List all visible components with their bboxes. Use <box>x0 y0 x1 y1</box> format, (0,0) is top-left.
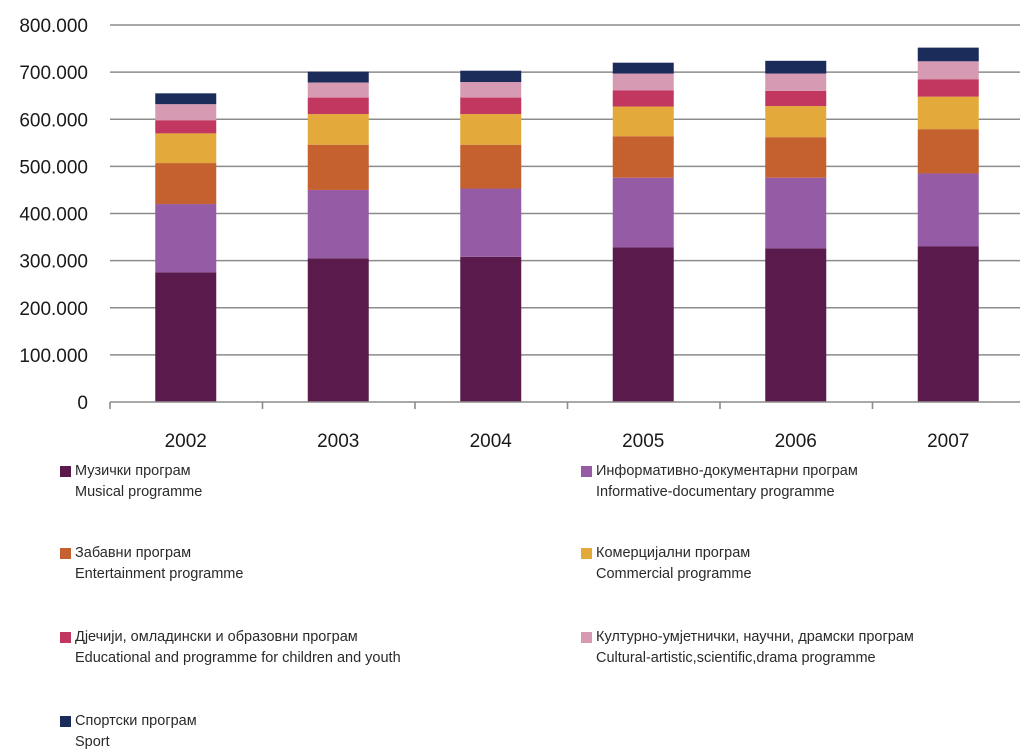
bar-segment <box>612 62 674 74</box>
bar-segment <box>765 137 827 178</box>
legend-label-local: Забавни програм <box>75 545 192 561</box>
bar-segment <box>155 120 217 134</box>
x-tick-label: 2002 <box>165 431 207 452</box>
bar-stacks <box>155 47 979 402</box>
bar-segment <box>765 60 827 74</box>
bar-segment <box>917 79 979 97</box>
bar-segment <box>460 144 522 189</box>
bar-segment <box>765 90 827 107</box>
bar-segment <box>155 93 217 105</box>
bar-segment <box>765 248 827 402</box>
legend-swatch <box>60 716 71 727</box>
y-tick-label: 700.000 <box>19 63 88 84</box>
y-tick-label: 300.000 <box>19 252 88 273</box>
bar-segment <box>765 73 827 91</box>
legend-item: Забавни програм Entertainment programme <box>60 543 243 585</box>
bar-segment <box>917 61 979 80</box>
legend-swatch <box>60 548 71 559</box>
x-tick-label: 2007 <box>927 431 969 452</box>
legend-label: Комерцијални програм Commercial programme <box>596 543 752 585</box>
legend-label-local: Информативно-документарни програм <box>596 463 858 479</box>
bar-segment <box>917 96 979 130</box>
legend-label: Културно-умјетнички, научни, драмски про… <box>596 627 914 669</box>
bar-segment <box>612 90 674 107</box>
bar-segment <box>307 189 369 259</box>
legend-label: Забавни програм Entertainment programme <box>75 543 243 585</box>
legend-item: Културно-умјетнички, научни, драмски про… <box>581 627 914 669</box>
x-tick-label: 2005 <box>622 431 664 452</box>
y-tick-label: 800.000 <box>19 16 88 37</box>
legend-label-english: Sport <box>75 734 110 750</box>
legend-label-local: Спортски програм <box>75 713 197 729</box>
legend-label-english: Entertainment programme <box>75 566 244 582</box>
legend-swatch <box>581 548 592 559</box>
bar-segment <box>765 177 827 249</box>
legend-item: Информативно-документарни програм Informa… <box>581 461 858 503</box>
legend-label-english: Informative-documentary programme <box>596 484 835 500</box>
legend-label: Дјечији, омладински и образовни програм E… <box>75 627 401 669</box>
legend-label: Информативно-документарни програм Informa… <box>596 461 858 503</box>
legend-label: Спортски програм Sport <box>75 711 197 753</box>
bar-segment <box>460 114 522 145</box>
legend-label: Музички програм Musical programme <box>75 461 202 503</box>
legend-swatch <box>60 632 71 643</box>
bar-segment <box>307 82 369 98</box>
x-tick-labels: 2002 2003 2004 2005 2006 2007 <box>165 431 970 452</box>
bar-segment <box>460 82 522 98</box>
bar-segment <box>155 204 217 273</box>
legend-swatch <box>60 466 71 477</box>
bar-segment <box>460 97 522 115</box>
legend-swatch <box>581 632 592 643</box>
y-tick-label: 200.000 <box>19 299 88 320</box>
legend-label-local: Културно-умјетнички, научни, драмски про… <box>596 629 914 645</box>
x-tick-label: 2004 <box>470 431 513 452</box>
legend-label-english: Educational and programme for children a… <box>75 650 401 666</box>
bar-segment <box>460 70 522 83</box>
bar-segment <box>307 97 369 115</box>
gridlines <box>110 24 1020 356</box>
x-tick-label: 2006 <box>775 431 817 452</box>
axes <box>109 401 1020 409</box>
bar-segment <box>155 133 217 164</box>
legend-label-english: Musical programme <box>75 484 203 500</box>
legend-item: Дјечији, омладински и образовни програм E… <box>60 627 401 669</box>
legend-item: Музички програм Musical programme <box>60 461 202 503</box>
bar-segment <box>460 256 522 402</box>
x-tick-label: 2003 <box>317 431 359 452</box>
bar-segment <box>307 144 369 190</box>
y-tick-label: 0 <box>77 393 88 414</box>
legend-item: Спортски програм Sport <box>60 711 197 753</box>
bar-segment <box>765 106 827 138</box>
legend-label-local: Комерцијални програм <box>596 545 751 561</box>
bar-segment <box>155 163 217 205</box>
legend-item: Комерцијални програм Commercial programme <box>581 543 752 585</box>
y-tick-label: 500.000 <box>19 157 88 178</box>
legend-label-english: Cultural-artistic,scientific,drama progr… <box>596 650 876 666</box>
stacked-bar-chart: 0 100.000 200.000 300.000 400.000 500.000 600.… <box>19 16 1020 452</box>
bar-segment <box>917 47 979 62</box>
bar-segment <box>307 258 369 402</box>
bar-segment <box>460 188 522 257</box>
bar-segment <box>917 246 979 402</box>
bar-segment <box>917 129 979 174</box>
bar-segment <box>612 106 674 137</box>
legend-swatch <box>581 466 592 477</box>
y-tick-labels: 0 100.000 200.000 300.000 400.000 500.000 600.… <box>19 16 88 414</box>
bar-segment <box>307 71 369 83</box>
bar-segment <box>155 272 217 402</box>
bar-segment <box>612 177 674 248</box>
bar-segment <box>917 173 979 247</box>
y-tick-label: 600.000 <box>19 110 88 131</box>
bar-segment <box>612 136 674 178</box>
bar-segment <box>612 247 674 402</box>
legend-label-local: Музички програм <box>75 463 191 479</box>
y-tick-label: 400.000 <box>19 205 88 226</box>
y-tick-label: 100.000 <box>19 346 88 367</box>
legend-label-local: Дјечији, омладински и образовни програм <box>75 629 358 645</box>
bar-segment <box>307 114 369 145</box>
legend-label-english: Commercial programme <box>596 566 752 582</box>
bar-segment <box>612 73 674 91</box>
bar-segment <box>155 104 217 121</box>
